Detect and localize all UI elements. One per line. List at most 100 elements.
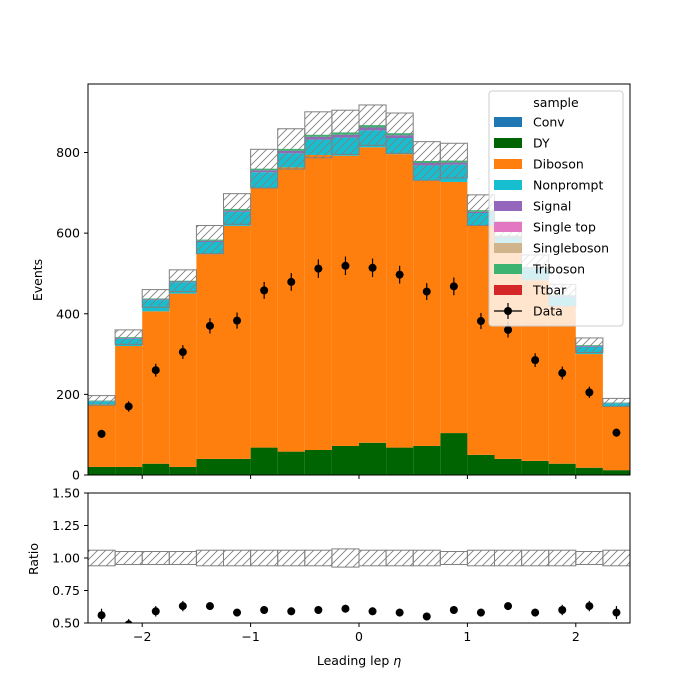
ratio-point: [422, 612, 431, 621]
bar-diboson: [223, 225, 251, 459]
y-tick-label: 0: [72, 468, 80, 483]
ratio-uncertainty-band: [88, 548, 630, 568]
x-tick-label: 1: [463, 629, 471, 644]
uncertainty-box: [439, 142, 468, 179]
ratio-y-tick-label: 1.25: [52, 518, 80, 533]
data-point: [476, 317, 485, 326]
bar-diboson: [277, 167, 305, 452]
bar-diboson: [331, 155, 359, 446]
x-tick-label: 2: [572, 629, 580, 644]
legend-title: sample: [533, 95, 579, 110]
uncertainty-box: [277, 128, 306, 170]
legend-swatch: [494, 117, 522, 127]
main-y-ticks: 0 200 400 600 800: [56, 145, 88, 483]
ratio-band-box: [602, 549, 630, 567]
ratio-panel: 0.50 0.75 1.00 1.25 1.50 −2 −1 0 1 2 Ratio Leadi…: [26, 486, 631, 668]
legend-label: Conv: [533, 115, 565, 130]
bar-dy: [575, 467, 603, 475]
main-y-axis-label: Events: [30, 259, 45, 301]
data-point: [585, 388, 594, 397]
uncertainty-box: [141, 289, 170, 308]
ratio-x-ticks: −2 −1 0 1 2: [133, 623, 580, 644]
bar-dy: [494, 458, 522, 475]
ratio-band-box: [439, 551, 468, 565]
ratio-point: [585, 602, 594, 611]
bar-dy: [331, 445, 359, 475]
data-point: [260, 286, 269, 295]
ratio-y-ticks: 0.50 0.75 1.00 1.25 1.50: [52, 486, 88, 631]
x-axis-label-text: Leading lep: [317, 653, 393, 668]
uncertainty-box: [223, 193, 252, 225]
ratio-band-box: [304, 549, 333, 567]
ratio-y-tick-label: 0.75: [52, 583, 80, 598]
data-point: [205, 321, 214, 330]
data-point: [151, 366, 160, 375]
bar-diboson: [142, 311, 170, 464]
uncertainty-box: [114, 329, 143, 345]
ratio-band-box: [521, 549, 550, 567]
bar-diboson: [548, 305, 576, 464]
uncertainty-box: [602, 397, 630, 407]
ratio-band-box: [141, 551, 170, 565]
uncertainty-box: [168, 269, 197, 293]
legend-label: Data: [533, 304, 563, 319]
data-point: [287, 277, 296, 286]
data-point: [531, 356, 540, 365]
uncertainty-box: [195, 224, 224, 255]
ratio-y-tick-label: 1.00: [52, 551, 80, 566]
ratio-point: [449, 606, 458, 614]
bar-dy: [413, 445, 441, 475]
main-panel: 0 200 400 600 800 Events sample Conv DY Diboso…: [30, 83, 631, 483]
data-points: [97, 256, 621, 438]
bar-diboson: [386, 154, 414, 448]
legend: sample Conv DY Diboson Nonprompt Signal Singl…: [488, 90, 624, 327]
ratio-band-box: [250, 549, 279, 567]
ratio-y-tick-label: 0.50: [52, 616, 80, 631]
main-x-ticks: [141, 475, 577, 479]
ratio-band-box: [277, 549, 306, 567]
legend-swatch: [494, 222, 522, 232]
data-point: [97, 429, 106, 438]
legend-label: Nonprompt: [533, 178, 603, 193]
ratio-band-box: [575, 551, 604, 565]
uncertainty-box: [358, 104, 387, 146]
ratio-point: [368, 607, 377, 616]
data-point: [233, 316, 242, 325]
ratio-band-box: [494, 549, 523, 567]
bar-dy: [304, 450, 332, 475]
bar-dy: [169, 466, 197, 475]
ratio-point: [233, 608, 242, 617]
data-point: [395, 270, 404, 279]
bar-dy: [440, 433, 468, 475]
bar-dy: [142, 463, 170, 475]
data-point: [558, 369, 567, 378]
legend-swatch: [494, 201, 522, 211]
ratio-y-axis-label: Ratio: [26, 543, 41, 575]
ratio-point: [558, 606, 567, 614]
ratio-band-box: [195, 549, 224, 567]
ratio-band-box: [168, 551, 197, 565]
legend-swatch: [494, 138, 522, 148]
bar-diboson: [602, 406, 630, 471]
uncertainty-box: [412, 141, 441, 181]
ratio-band-box: [358, 549, 387, 567]
data-point: [124, 402, 133, 411]
ratio-band-box: [548, 549, 577, 567]
bar-diboson: [359, 147, 387, 443]
ratio-points: [97, 600, 621, 623]
bar-dy: [386, 447, 414, 475]
data-point: [422, 287, 431, 296]
data-point: [314, 264, 323, 273]
legend-swatch: [494, 180, 522, 190]
uncertainty-box: [575, 337, 604, 353]
legend-swatch: [494, 285, 522, 295]
ratio-point: [504, 602, 513, 611]
uncertainty-box: [304, 111, 333, 159]
ratio-point: [97, 611, 106, 620]
bar-dy: [277, 451, 305, 475]
legend-label: Singleboson: [533, 241, 609, 256]
x-tick-label: −1: [241, 629, 259, 644]
bar-diboson: [575, 354, 603, 468]
y-tick-label: 800: [56, 145, 80, 160]
ratio-band-box: [412, 549, 441, 567]
